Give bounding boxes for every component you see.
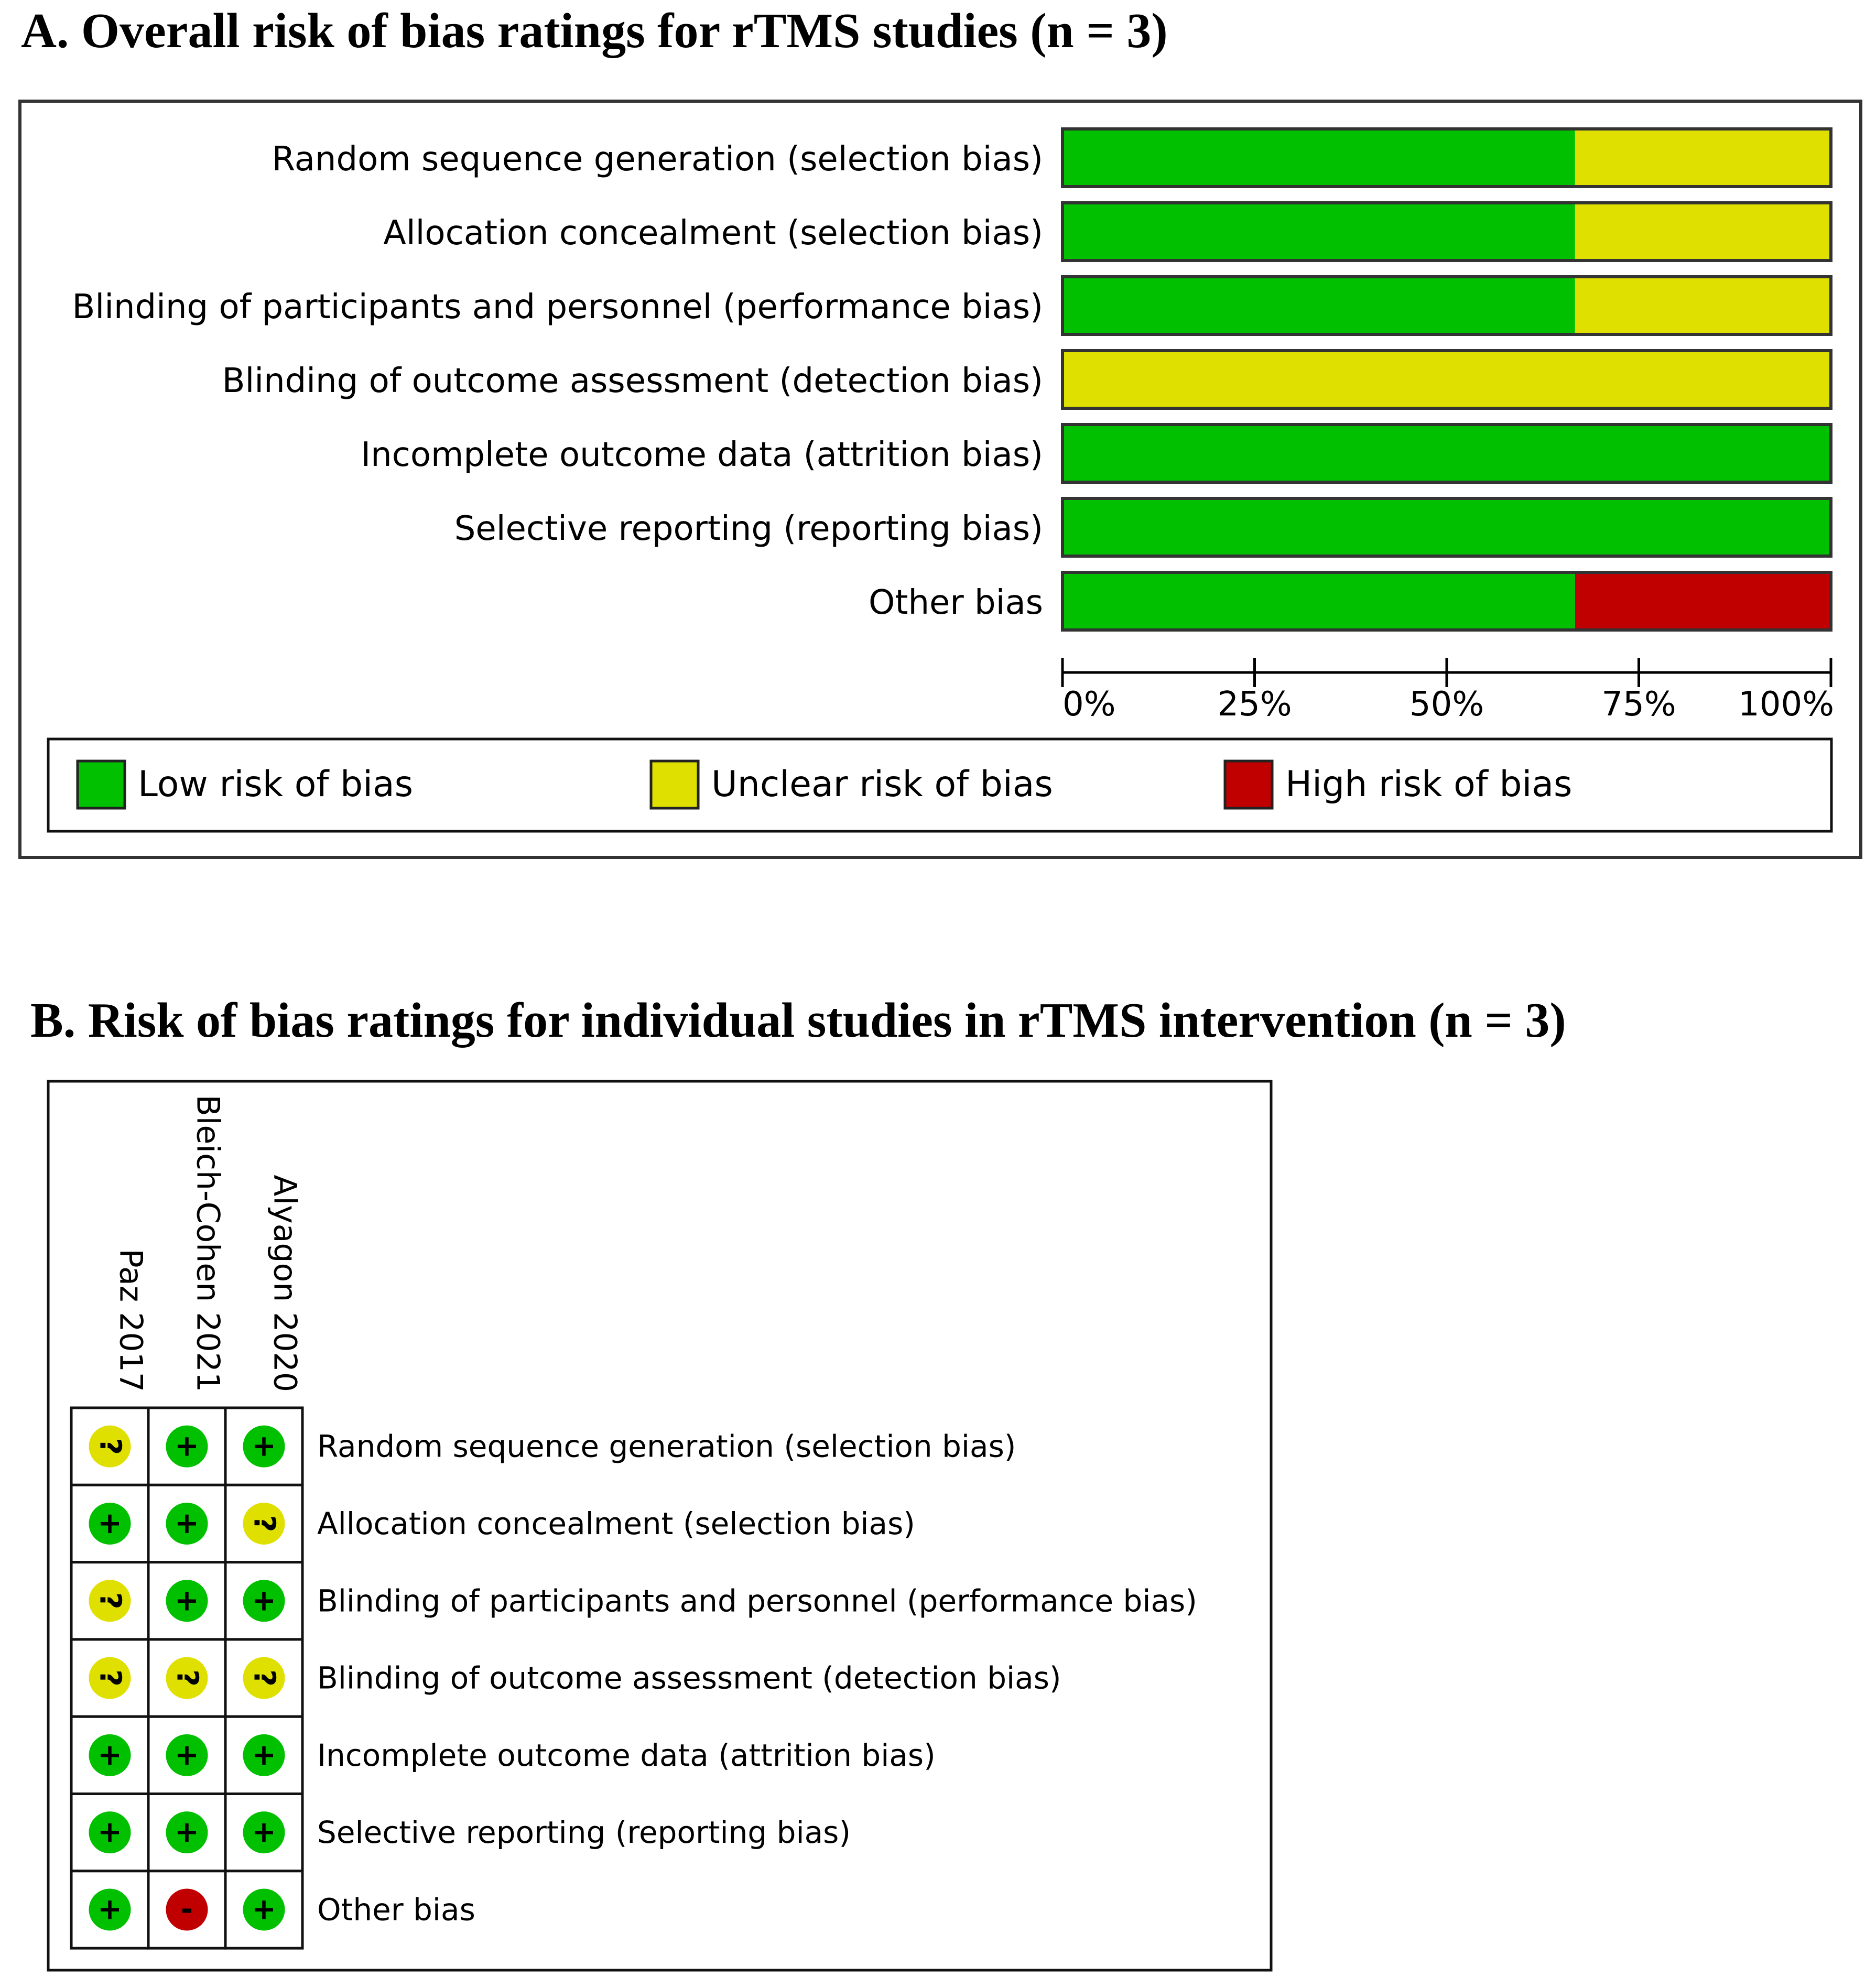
study-label-alyagon-2020: Alyagon 2020 (267, 1175, 303, 1392)
x-tick-label-0: 0% (1062, 685, 1116, 724)
rating-symbol-7-1: + (97, 1892, 122, 1926)
bar-low-risk-of-bias-2 (1062, 203, 1575, 260)
rating-symbol-7-3: + (252, 1892, 276, 1926)
domain-label-blinding-of-outcome-assessment-detection-bias: Blinding of outcome assessment (detectio… (317, 1660, 1061, 1696)
rating-dot-unclear-3-1 (89, 1580, 131, 1622)
bar-unclear-risk-of-bias-4 (1062, 351, 1831, 408)
rating-symbol-2-2: + (175, 1506, 199, 1540)
bar-high-risk-of-bias-7 (1575, 572, 1831, 630)
rating-symbol-6-3: + (252, 1815, 276, 1849)
rating-dot-unclear-4-2 (166, 1657, 208, 1699)
domain-label-allocation-concealment-selection-bias: Allocation concealment (selection bias) (317, 1506, 915, 1541)
bar-outline-4 (1061, 349, 1832, 410)
rating-dot-low-6-2 (166, 1811, 208, 1854)
rating-dot-low-6-3 (243, 1811, 285, 1854)
x-tick-label-75: 75% (1601, 685, 1676, 724)
rating-symbol-4-2: ? (170, 1669, 204, 1686)
category-label-other-bias: Other bias (869, 583, 1043, 622)
bar-outline-2 (1061, 201, 1832, 262)
rating-dot-low-3-2 (166, 1580, 208, 1622)
legend-swatch-high (1223, 759, 1274, 810)
rating-symbol-5-3: + (252, 1738, 276, 1772)
panel-a-frame (18, 100, 1862, 859)
rating-dot-unclear-1-1 (89, 1425, 131, 1468)
rating-symbol-6-2: + (175, 1815, 199, 1849)
category-label-incomplete-outcome-data-attrition-bias: Incomplete outcome data (attrition bias) (361, 436, 1043, 474)
domain-label-random-sequence-generation-selection-bias: Random sequence generation (selection bi… (317, 1429, 1016, 1464)
bar-unclear-risk-of-bias-2 (1575, 203, 1831, 260)
rating-dot-high-7-2 (166, 1888, 208, 1931)
category-label-allocation-concealment-selection-bias: Allocation concealment (selection bias) (383, 214, 1043, 253)
bar-outline-3 (1061, 275, 1832, 336)
bar-low-risk-of-bias-7 (1062, 572, 1575, 630)
bar-outline-1 (1061, 127, 1832, 188)
panel-b-title: B. Risk of bias ratings for individual s… (30, 993, 1566, 1048)
x-tick-label-25: 25% (1217, 685, 1292, 724)
bar-outline-6 (1061, 497, 1832, 558)
rating-symbol-3-1: ? (93, 1592, 127, 1609)
legend-swatch-unclear (649, 759, 700, 810)
panel-b-rating-grid: Paz 2017 Bleich-Cohen 2021 Alyagon 2020? + +… (70, 1095, 1197, 1950)
bar-low-risk-of-bias-6 (1062, 498, 1831, 556)
rating-dot-low-7-1 (89, 1888, 131, 1931)
domain-label-other-bias: Other bias (317, 1892, 475, 1927)
rating-dot-low-5-1 (89, 1734, 131, 1776)
rating-symbol-4-1: ? (93, 1669, 127, 1686)
domain-label-blinding-of-participants-and-personnel-performance-bias: Blinding of participants and personnel (… (317, 1583, 1197, 1618)
x-tick-label-100: 100% (1738, 685, 1834, 724)
rating-symbol-3-2: + (175, 1583, 199, 1617)
rating-symbol-3-3: + (252, 1583, 276, 1617)
study-label-paz-2017: Paz 2017 (113, 1248, 149, 1392)
rating-dot-low-5-2 (166, 1734, 208, 1776)
rating-dot-low-6-1 (89, 1811, 131, 1854)
bar-low-risk-of-bias-5 (1062, 425, 1831, 482)
rating-symbol-7-2: - (181, 1892, 193, 1926)
bar-unclear-risk-of-bias-1 (1575, 129, 1831, 187)
rating-dot-low-1-2 (166, 1425, 208, 1468)
legend-swatch-low (76, 759, 126, 810)
domain-label-selective-reporting-reporting-bias: Selective reporting (reporting bias) (317, 1815, 851, 1850)
category-label-blinding-of-outcome-assessment-detection-bias: Blinding of outcome assessment (detectio… (222, 362, 1043, 400)
legend-label-high: High risk of bias (1285, 764, 1573, 805)
panel-b-frame (47, 1080, 1273, 1972)
rating-symbol-6-1: + (97, 1815, 122, 1849)
bar-outline-7 (1061, 571, 1832, 632)
rating-dot-unclear-2-3 (243, 1502, 285, 1545)
rating-dot-unclear-4-3 (243, 1657, 285, 1699)
rating-dot-low-5-3 (243, 1734, 285, 1776)
category-label-random-sequence-generation-selection-bias: Random sequence generation (selection bi… (272, 140, 1043, 179)
rating-dot-low-7-3 (243, 1888, 285, 1931)
legend-frame (47, 737, 1833, 833)
panel-a-x-axis: 0% 25% 50% 75% 100% (1061, 658, 1834, 724)
legend: Low risk of bias Unclear risk of bias High… (76, 759, 1573, 810)
rating-symbol-1-3: + (252, 1429, 276, 1463)
category-label-blinding-of-participants-and-personnel-performance-bias: Blinding of participants and personnel (… (72, 288, 1044, 327)
rating-dot-unclear-4-1 (89, 1657, 131, 1699)
rating-dot-low-2-1 (89, 1502, 131, 1545)
legend-label-unclear: Unclear risk of bias (711, 764, 1053, 805)
rating-symbol-4-3: ? (247, 1669, 281, 1686)
study-label-bleich-cohen-2021: Bleich-Cohen 2021 (190, 1095, 226, 1392)
rating-dot-low-1-3 (243, 1425, 285, 1468)
panel-a-title: A. Overall risk of bias ratings for rTMS… (21, 4, 1168, 58)
x-tick-label-50: 50% (1409, 685, 1484, 724)
domain-label-incomplete-outcome-data-attrition-bias: Incomplete outcome data (attrition bias) (317, 1737, 936, 1773)
bar-low-risk-of-bias-3 (1062, 277, 1575, 334)
rating-symbol-5-1: + (97, 1738, 122, 1772)
rating-symbol-1-1: ? (93, 1438, 127, 1454)
category-label-selective-reporting-reporting-bias: Selective reporting (reporting bias) (454, 509, 1043, 548)
rating-symbol-2-1: + (97, 1506, 122, 1540)
rating-dot-low-3-3 (243, 1580, 285, 1622)
rating-symbol-5-2: + (175, 1738, 199, 1772)
legend-label-low: Low risk of bias (138, 764, 413, 805)
grid-cell-7-1 (70, 1870, 150, 1950)
bar-unclear-risk-of-bias-3 (1575, 277, 1831, 334)
bar-low-risk-of-bias-1 (1062, 129, 1575, 187)
rating-dot-low-2-2 (166, 1502, 208, 1545)
rating-symbol-2-3: ? (247, 1515, 281, 1532)
rating-symbol-1-2: + (175, 1429, 199, 1463)
panel-a-bar-chart: Random sequence generation (selection bi… (72, 127, 1832, 632)
bar-outline-5 (1061, 423, 1832, 484)
